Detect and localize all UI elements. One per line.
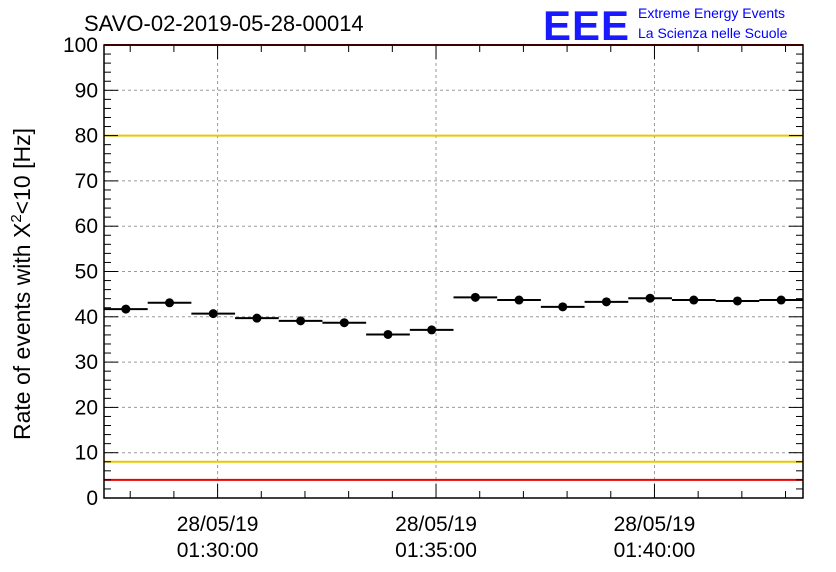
y-tick-label: 50: [75, 261, 98, 284]
y-axis-label-superscript: 2: [8, 214, 25, 222]
y-axis-label-suffix: <10 [Hz]: [9, 128, 35, 214]
data-point-group: [147, 298, 192, 308]
data-point: [601, 297, 611, 307]
data-point: [252, 313, 262, 323]
data-point: [165, 298, 175, 308]
data-point-group: [366, 329, 410, 339]
data-point: [558, 302, 568, 312]
logo-line-1: Extreme Energy Events: [638, 5, 785, 21]
data-point: [339, 318, 349, 328]
x-tick-date: 28/05/19: [395, 513, 477, 536]
data-point-group: [409, 325, 454, 335]
data-point-group: [497, 295, 541, 305]
y-tick-label: 80: [75, 125, 98, 148]
data-point: [296, 316, 306, 326]
data-point: [645, 293, 655, 303]
x-tick-date: 28/05/19: [614, 513, 696, 536]
plot-frame: [103, 44, 804, 499]
y-axis-label-main: Rate of events with X: [9, 223, 35, 440]
y-tick-label: 30: [75, 351, 98, 374]
y-tick-label: 100: [63, 34, 98, 57]
eee-logo: EEE Extreme Energy Events La Scienza nel…: [543, 2, 788, 49]
data-series: [104, 292, 803, 339]
data-point-group: [671, 295, 716, 305]
y-tick-label: 60: [75, 215, 98, 238]
y-tick-label: 90: [75, 79, 98, 102]
x-tick-date: 28/05/19: [177, 513, 259, 536]
grid: [104, 45, 803, 498]
data-point-group: [322, 318, 367, 328]
data-point-group: [191, 309, 236, 319]
data-point: [208, 309, 218, 319]
data-point: [776, 295, 786, 305]
y-tick-label: 0: [86, 487, 98, 510]
y-tick-label: 40: [75, 306, 98, 329]
data-point: [470, 292, 480, 302]
y-tick-label: 10: [75, 442, 98, 465]
x-tick-time: 01:30:00: [177, 539, 259, 562]
chart-title: SAVO-02-2019-05-28-00014: [84, 11, 364, 36]
reference-lines: [104, 44, 803, 481]
y-tick-label: 20: [75, 396, 98, 419]
data-point-group: [453, 292, 498, 302]
logo-mark: EEE: [543, 2, 630, 49]
logo-line-2: La Scienza nelle Scuole: [638, 25, 788, 41]
data-point: [514, 295, 524, 305]
x-tick-time: 01:35:00: [395, 539, 477, 562]
data-point: [732, 296, 742, 306]
data-point-group: [235, 313, 279, 323]
data-point-group: [759, 295, 803, 305]
y-tick-label: 70: [75, 170, 98, 193]
data-point: [427, 325, 437, 335]
x-tick-time: 01:40:00: [614, 539, 696, 562]
axis-tick-labels: 0 10 20 30 40 50 60 70 80 90 100 28/05/19 01:30:00 28…: [63, 34, 695, 562]
data-point-group: [584, 297, 629, 307]
y-axis-label: Rate of events with X2<10 [Hz]: [8, 128, 35, 440]
data-point: [121, 304, 131, 314]
data-point-group: [628, 293, 672, 303]
data-point-group: [104, 304, 148, 314]
data-point-group: [278, 316, 323, 326]
data-point-group: [715, 296, 760, 306]
data-point-group: [540, 302, 585, 312]
data-point: [689, 295, 699, 305]
data-point: [383, 329, 393, 339]
